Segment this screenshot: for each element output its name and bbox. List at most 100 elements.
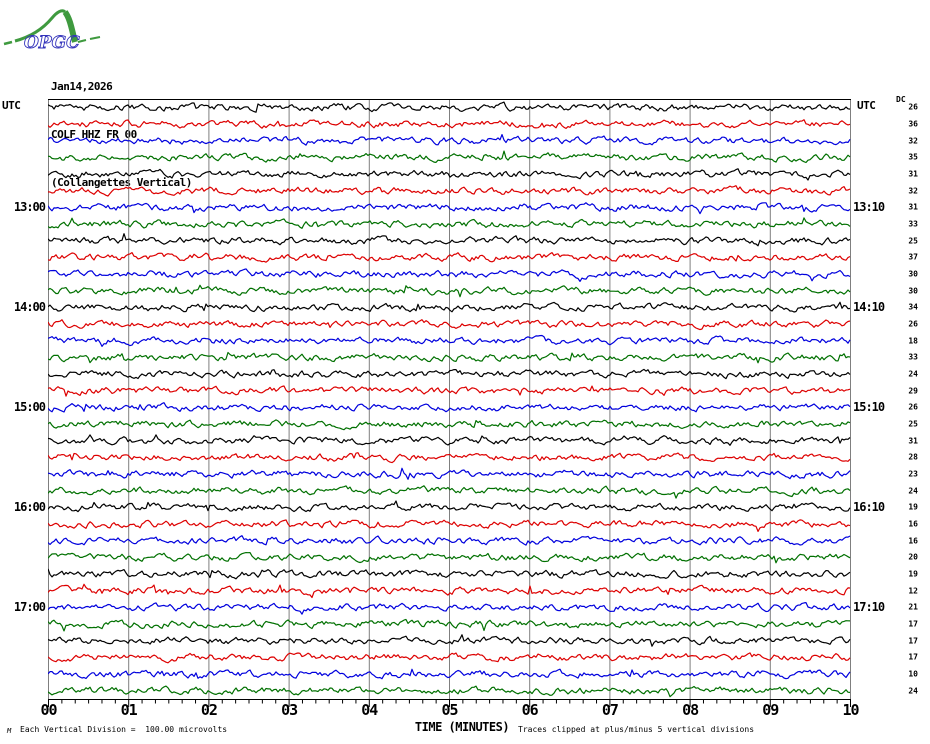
dc-offset-value: 28 — [908, 452, 918, 462]
utc-label-left: UTC — [2, 99, 21, 112]
seismo-trace — [48, 334, 851, 347]
seismo-trace — [48, 602, 851, 615]
seismo-trace — [48, 434, 851, 446]
title-date: Jan14,2026 — [51, 80, 113, 93]
seismo-trace — [48, 101, 851, 113]
seismo-trace — [48, 652, 851, 664]
dc-offset-value: 26 — [908, 319, 918, 329]
dc-offset-value: 21 — [908, 602, 918, 612]
seismo-trace — [48, 685, 851, 698]
seismo-trace — [48, 185, 851, 197]
dc-offset-value: 20 — [908, 552, 918, 562]
opgc-logo: OPGC — [3, 9, 101, 53]
seismo-trace — [48, 452, 851, 464]
seismo-trace — [48, 351, 851, 364]
clip-note: Traces clipped at plus/minus 5 vertical … — [518, 725, 755, 734]
dc-offset-value: 30 — [908, 269, 918, 279]
minute-tick-label: 06 — [521, 701, 539, 719]
seismo-trace — [48, 583, 851, 599]
seismo-trace — [48, 168, 851, 181]
dc-offset-value: 35 — [908, 152, 918, 162]
minute-tick-label: 03 — [281, 701, 298, 719]
seismo-trace — [48, 568, 851, 580]
dc-offset-value: 33 — [908, 219, 918, 229]
minute-tick-label: 00 — [40, 701, 57, 719]
logo-stroke-dash-left — [3, 40, 13, 46]
dc-offset-value: 10 — [908, 669, 918, 679]
minute-tick-label: 02 — [200, 701, 218, 719]
dc-offset-value: 18 — [908, 336, 918, 346]
dc-offset-value: 17 — [908, 636, 918, 646]
dc-offset-value: 31 — [908, 436, 918, 446]
dc-offset-value: 19 — [908, 569, 918, 579]
seismo-trace — [48, 668, 851, 680]
hour-label-left: 13:00 — [13, 200, 46, 215]
dc-offset-value: 25 — [908, 236, 918, 246]
seismo-trace — [48, 552, 851, 564]
minute-tick-label: 08 — [682, 701, 699, 719]
dc-offset-value: 33 — [908, 352, 918, 362]
hour-label-right: 13:10 — [853, 200, 885, 215]
title-location: (Collangettes Vertical) — [51, 176, 192, 189]
dc-offset-value: 31 — [908, 202, 918, 212]
dc-offset-value: 16 — [908, 519, 918, 529]
logo-mountain-fall — [62, 10, 78, 43]
hour-label-left: 15:00 — [13, 400, 46, 415]
logo-text: OPGC — [24, 33, 80, 53]
seismo-trace — [48, 535, 851, 546]
minute-tick-label: 09 — [762, 701, 779, 719]
seismo-trace — [48, 301, 851, 313]
seismo-trace — [48, 618, 851, 632]
dc-offset-value: 16 — [908, 536, 918, 546]
helicorder-plot — [48, 99, 851, 707]
seismo-trace — [48, 519, 851, 532]
dc-offset-value: 29 — [908, 386, 918, 396]
dc-offset-value: 24 — [908, 686, 918, 696]
minute-tick-label: 07 — [601, 701, 619, 719]
seismo-trace — [48, 284, 851, 298]
dc-offset-value: 37 — [908, 252, 918, 262]
seismo-trace — [48, 500, 851, 513]
seismo-trace — [48, 202, 851, 215]
hour-label-right: 16:10 — [853, 500, 885, 515]
seismo-trace — [48, 419, 851, 431]
dc-offset-value: 25 — [908, 419, 918, 429]
dc-offset-value: 32 — [908, 136, 918, 146]
seismo-trace — [48, 368, 851, 380]
dc-offset-value: 12 — [908, 586, 918, 596]
seismo-trace — [48, 134, 851, 146]
dc-offset-value: 19 — [908, 502, 918, 512]
dc-offset-value: 34 — [908, 302, 918, 312]
seismo-trace — [48, 233, 851, 247]
dc-column-header: DC — [896, 95, 906, 104]
seismo-trace — [48, 119, 851, 129]
seismo-trace — [48, 268, 851, 282]
hour-label-right: 17:10 — [853, 600, 885, 615]
seismo-trace — [48, 634, 851, 647]
dc-offset-value: 17 — [908, 652, 918, 662]
hour-label-left: 16:00 — [13, 500, 46, 515]
hour-label-right: 15:10 — [853, 400, 885, 415]
dc-offset-value: 24 — [908, 486, 918, 496]
dc-offset-value: 24 — [908, 369, 918, 379]
hour-label-left: 17:00 — [13, 600, 46, 615]
seismo-trace — [48, 485, 851, 499]
dc-offset-value: 26 — [908, 102, 918, 112]
minute-tick-label: 01 — [120, 701, 138, 719]
dc-offset-value: 23 — [908, 469, 918, 479]
seismo-trace — [48, 319, 851, 331]
hour-label-left: 14:00 — [13, 300, 46, 315]
dc-offset-value: 30 — [908, 286, 918, 296]
seismo-trace — [48, 467, 851, 480]
logo-stroke-dash-right — [77, 36, 101, 43]
dc-offset-value: 17 — [908, 619, 918, 629]
seismo-trace — [48, 217, 851, 229]
logo-mountain-rise — [14, 9, 67, 43]
minute-tick-label: 05 — [441, 701, 458, 719]
micro-glyph: M — [7, 727, 12, 735]
seismo-trace — [48, 150, 851, 164]
dc-offset-value: 36 — [908, 119, 918, 129]
seismo-trace — [48, 385, 851, 397]
time-axis-title: TIME (MINUTES) — [414, 720, 510, 734]
